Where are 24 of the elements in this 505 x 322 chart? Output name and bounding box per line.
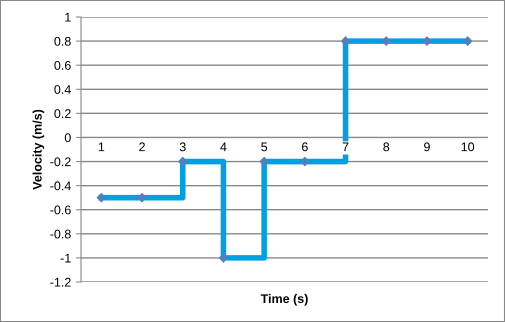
- x-tick-label: 4: [220, 142, 227, 152]
- y-tick-label: -0.6: [50, 206, 71, 214]
- x-tick-label: 1: [98, 142, 104, 152]
- y-tick-label: 0.8: [54, 36, 71, 46]
- y-axis-title: Velocity (m/s): [32, 110, 44, 190]
- y-tick-label: 0.2: [54, 109, 71, 118]
- y-tick-label: -0.2: [50, 157, 71, 166]
- y-tick-label: -1.2: [50, 278, 71, 287]
- x-axis-title: Time (s): [260, 294, 308, 306]
- y-tick-label: 0: [64, 133, 71, 142]
- x-tick-label: 8: [383, 142, 390, 152]
- y-tick-label: 0.4: [54, 85, 71, 94]
- x-tick-label: 5: [261, 142, 268, 152]
- y-tick-label: -0.4: [50, 181, 71, 190]
- y-tick-label: -1: [60, 254, 71, 262]
- x-tick-label: 10: [462, 142, 474, 152]
- y-tick-label: 1: [65, 12, 71, 22]
- x-tick-label: 6: [302, 142, 308, 152]
- x-tick-label: 9: [424, 142, 430, 152]
- x-tick-label: 3: [180, 142, 186, 152]
- x-tick-label: 2: [139, 142, 145, 152]
- x-tick-label: 7: [342, 142, 348, 152]
- y-tick-label: 0.6: [54, 60, 71, 70]
- y-tick-label: -0.8: [50, 230, 71, 238]
